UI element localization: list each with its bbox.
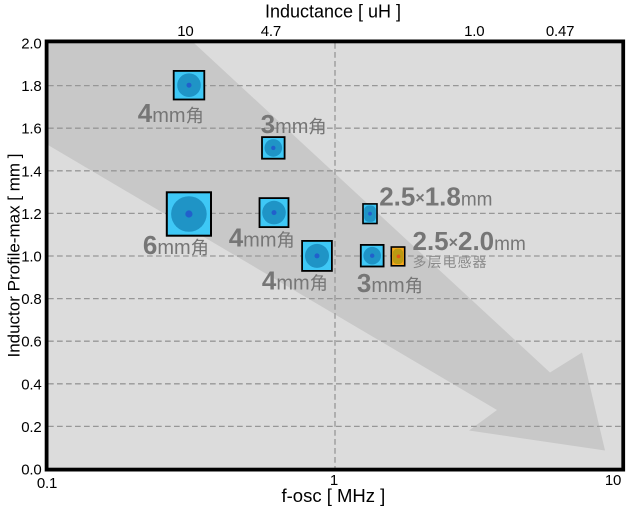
svg-text:0.8: 0.8 — [21, 291, 41, 308]
svg-text:2.5×2.0mm: 2.5×2.0mm — [413, 226, 526, 256]
svg-text:2.0: 2.0 — [21, 36, 41, 53]
svg-text:0.1: 0.1 — [37, 475, 57, 492]
svg-text:0.47: 0.47 — [546, 23, 574, 40]
svg-text:1.2: 1.2 — [21, 206, 41, 223]
svg-text:1.0: 1.0 — [464, 23, 484, 40]
svg-text:1: 1 — [330, 472, 338, 489]
svg-text:0.6: 0.6 — [21, 334, 41, 351]
svg-text:1.6: 1.6 — [21, 121, 41, 138]
svg-text:1.4: 1.4 — [21, 163, 41, 180]
svg-text:0.2: 0.2 — [21, 419, 41, 436]
svg-text:4.7: 4.7 — [261, 23, 281, 40]
svg-text:1.0: 1.0 — [21, 249, 41, 266]
svg-text:Inductance [ uH ]: Inductance [ uH ] — [265, 2, 401, 22]
svg-text:0.4: 0.4 — [21, 376, 41, 393]
svg-text:10: 10 — [177, 23, 193, 40]
svg-text:0.0: 0.0 — [21, 462, 41, 479]
svg-text:10: 10 — [605, 472, 621, 489]
svg-text:f-osc [ MHz ]: f-osc [ MHz ] — [281, 485, 385, 506]
svg-text:1.8: 1.8 — [21, 78, 41, 95]
svg-text:Inductor Profile-max [ mm ]: Inductor Profile-max [ mm ] — [5, 153, 24, 357]
